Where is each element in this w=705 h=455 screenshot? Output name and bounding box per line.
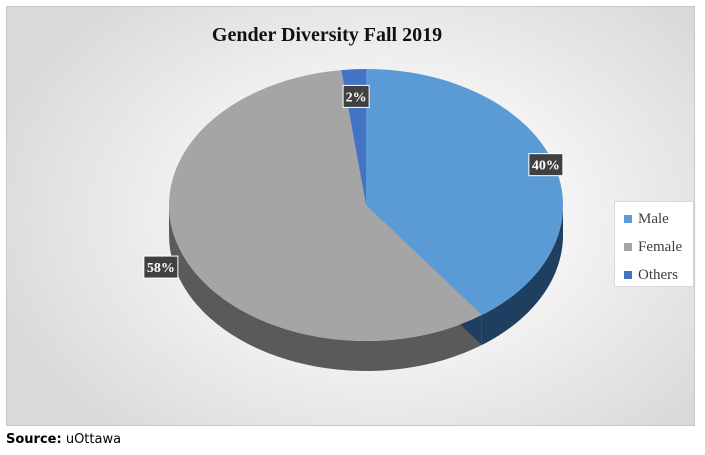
pie-slice-male	[366, 69, 563, 316]
pie-slice-female	[168, 70, 482, 342]
chart-area: Gender Diversity Fall 2019 40% 58% 2% Male…	[6, 6, 695, 426]
legend-item-others: Others	[624, 265, 678, 285]
legend-item-female: Female	[624, 237, 682, 257]
legend-label: Others	[638, 266, 678, 283]
source-label: Source:	[6, 432, 62, 447]
data-label-box-female	[143, 255, 179, 279]
pie-chart: 40% 58% 2%	[143, 69, 564, 371]
pie-side-male	[481, 205, 563, 346]
chart-legend: Male Female Others	[614, 201, 694, 287]
source-value: uOttawa	[65, 432, 122, 447]
legend-swatch	[624, 271, 632, 279]
chart-title: Gender Diversity Fall 2019	[211, 24, 443, 46]
data-label-box-male	[528, 153, 564, 177]
data-label-male: 40%	[532, 159, 560, 174]
legend-swatch	[624, 215, 632, 223]
legend-item-male: Male	[624, 209, 669, 229]
legend-label: Male	[638, 210, 669, 227]
legend-swatch	[624, 243, 632, 251]
legend-label: Female	[638, 238, 683, 255]
pie-side-female	[169, 205, 482, 371]
source-note: Source: uOttawa	[6, 432, 121, 447]
data-label-others: 2%	[346, 90, 367, 105]
data-label-box-others	[342, 84, 370, 108]
data-label-female: 58%	[147, 261, 175, 276]
